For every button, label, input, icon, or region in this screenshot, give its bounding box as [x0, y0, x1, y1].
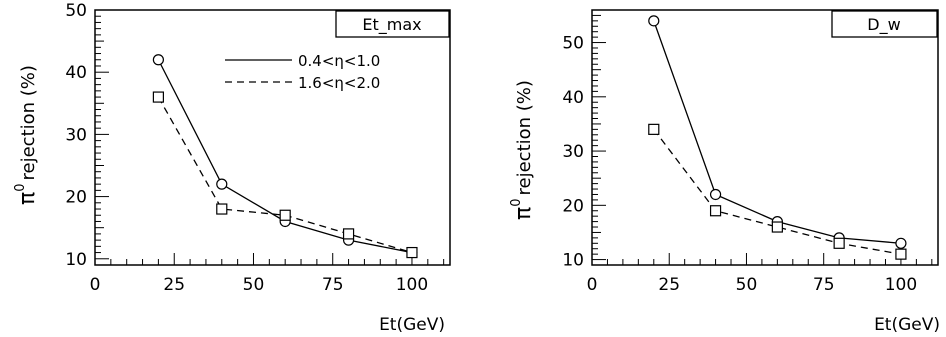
left-x-tick-label: 50	[243, 275, 265, 295]
right-x-tick-label: 100	[885, 275, 917, 295]
right-series-0-line	[653, 20, 901, 244]
right-y-tick-label: 50	[562, 34, 584, 54]
right-axis-ticks: 0 25 50 75 100 10 20 30 40 50	[562, 9, 933, 295]
right-series-markers	[648, 15, 907, 260]
right-y-axis-label-group: π0 rejection (%)	[509, 80, 536, 220]
right-x-tick-label: 0	[587, 275, 598, 295]
right-y-tick-label: 30	[562, 142, 584, 162]
left-title-box: Et_max	[335, 10, 450, 38]
right-series-1-point	[709, 205, 722, 217]
right-y-axis-pi-symbol: π	[511, 207, 536, 220]
right-y-axis-pi-superscript: 0	[509, 198, 524, 206]
right-x-tick-label: 75	[813, 275, 835, 295]
left-y-tick-label: 30	[65, 125, 87, 145]
legend-label-series-1: 1.6<η<2.0	[298, 74, 380, 92]
left-series-1-point	[279, 209, 291, 221]
left-y-tick-label: 10	[65, 250, 87, 270]
right-y-axis-label: π0 rejection (%)	[509, 80, 536, 220]
left-y-axis-pi-superscript: 0	[13, 183, 28, 191]
left-series-1-point	[216, 203, 228, 215]
left-y-axis-pi-symbol: π	[15, 192, 40, 205]
left-axis-ticks: 0 25 50 75 100 10 20 30 40 50	[65, 1, 445, 295]
right-plot-frame	[591, 9, 939, 266]
left-chart-panel: 0 25 50 75 100 10 20 30 40 50 Et_max 0.4<η<1.0 1.…	[13, 1, 451, 335]
right-y-axis-label-text: rejection (%)	[514, 80, 535, 195]
left-series-1-point	[342, 228, 355, 240]
right-series-1-point	[895, 248, 907, 260]
right-series-1-point	[648, 123, 660, 135]
right-chart-title: D_w	[867, 15, 900, 35]
left-legend: 0.4<η<1.0 1.6<η<2.0	[225, 52, 380, 92]
left-x-tick-label: 25	[163, 275, 185, 295]
left-chart-title: Et_max	[362, 15, 421, 35]
left-series-markers	[152, 54, 418, 259]
right-series-0-point	[648, 15, 660, 27]
left-plot-frame	[94, 9, 451, 266]
left-series-1-line	[157, 96, 413, 254]
right-title-box-frame	[831, 10, 938, 38]
left-y-axis-label-text: rejection (%)	[18, 65, 39, 180]
right-title-box: D_w	[831, 10, 938, 38]
left-y-tick-label: 20	[65, 188, 87, 208]
right-x-axis-label: Et(GeV)	[874, 315, 940, 335]
right-y-tick-label: 40	[562, 88, 584, 108]
left-x-tick-label: 75	[322, 275, 344, 295]
left-series-1-point	[152, 91, 164, 103]
right-y-tick-label: 20	[562, 196, 584, 216]
right-series-0-point	[709, 188, 722, 201]
left-y-tick-label: 50	[65, 1, 87, 21]
right-y-tick-label: 10	[562, 251, 584, 271]
right-series-1-line	[653, 128, 902, 255]
left-y-axis-label-group: π0 rejection (%)	[13, 65, 40, 205]
left-y-tick-label: 40	[65, 63, 87, 83]
left-series-0-point	[216, 178, 228, 190]
left-series-0-point	[152, 54, 164, 66]
left-x-axis-label: Et(GeV)	[379, 315, 445, 335]
right-x-tick-label: 50	[736, 275, 758, 295]
left-y-axis-label: π0 rejection (%)	[13, 65, 40, 205]
right-x-tick-label: 25	[658, 275, 680, 295]
left-x-tick-label: 0	[90, 275, 101, 295]
left-series-1-point	[406, 246, 418, 259]
right-series-0-point	[895, 237, 907, 249]
right-series-1-point	[771, 221, 783, 233]
left-title-box-frame	[335, 10, 450, 38]
legend-label-series-0: 0.4<η<1.0	[298, 52, 380, 70]
left-x-tick-label: 100	[396, 275, 428, 295]
right-series-1-point	[833, 237, 845, 249]
